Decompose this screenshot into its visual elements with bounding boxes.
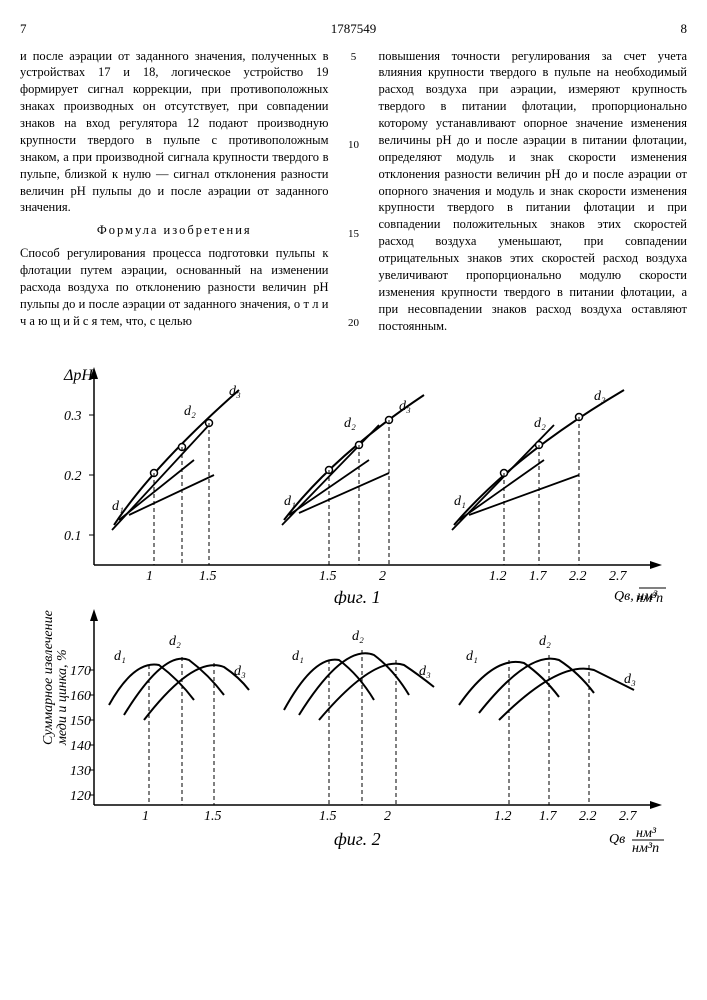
chart2-ylabel: Суммарное извлечение [41,611,56,746]
right-para-1: повышения точности регулирования за счет… [379,48,688,335]
chart2-panel-3: d₁ d₂ d₃ 1.2 1.7 2.2 2.7 Qв нм³ нм³п [459,634,664,855]
svg-text:d₃: d₃ [419,664,431,679]
svg-text:меди и цинка, %: меди и цинка, % [55,650,70,747]
svg-text:d₃: d₃ [594,389,606,404]
chart1-ytick: 0.2 [64,469,82,484]
chart1-ylabel: ΔpH [63,367,94,384]
svg-text:2.2: 2.2 [579,809,597,824]
figure-2: Суммарное извлечение меди и цинка, % 120… [20,605,687,855]
left-para-1: и после аэрации от заданного значения, п… [20,48,329,217]
svg-text:1.7: 1.7 [539,809,558,824]
svg-text:2: 2 [384,809,391,824]
svg-text:d₂: d₂ [184,404,196,419]
svg-text:d₂: d₂ [539,634,551,649]
svg-text:170: 170 [70,664,91,679]
svg-text:d₁: d₁ [466,649,478,664]
fig2-label: фиг. 2 [334,829,381,849]
svg-text:1: 1 [146,569,153,584]
svg-text:1.7: 1.7 [529,569,548,584]
svg-text:1.5: 1.5 [204,809,222,824]
patent-number: 1787549 [331,20,377,38]
svg-text:d₁: d₁ [112,499,124,514]
svg-text:d₁: d₁ [114,649,126,664]
line-number-gutter: 5 10 15 20 [347,48,361,341]
svg-text:d₂: d₂ [352,629,364,644]
svg-text:140: 140 [70,739,91,754]
svg-text:d₃: d₃ [229,384,241,399]
line-num: 20 [347,316,361,331]
left-column: и после аэрации от заданного значения, п… [20,48,329,341]
text-columns: и после аэрации от заданного значения, п… [20,48,687,341]
svg-text:2.7: 2.7 [609,569,628,584]
svg-text:d₁: d₁ [454,494,466,509]
line-num: 15 [347,227,361,242]
svg-text:d₃: d₃ [399,399,411,414]
page-header: 7 1787549 8 [20,20,687,38]
line-num: 5 [347,50,361,65]
right-column: повышения точности регулирования за счет… [379,48,688,341]
chart1-panel-3: d₁ d₂ d₃ 1.2 1.7 2.2 2.7 Qв, нм³ нм³п [452,389,666,605]
svg-text:d₂: d₂ [534,416,546,431]
page-num-left: 7 [20,20,27,38]
svg-text:1.2: 1.2 [494,809,512,824]
left-para-2: Способ регулирования процесса подготовки… [20,245,329,329]
svg-text:1.5: 1.5 [319,569,337,584]
svg-text:2: 2 [379,569,386,584]
svg-text:130: 130 [70,764,91,779]
svg-text:Qв: Qв [609,832,625,847]
svg-text:d₂: d₂ [344,416,356,431]
page-num-right: 8 [681,20,688,38]
svg-text:нм³п: нм³п [632,841,659,855]
svg-text:1.2: 1.2 [489,569,507,584]
chart2-panel-2: d₁ d₂ d₃ 1.5 2 [284,629,434,824]
fig1-label: фиг. 1 [334,587,381,605]
chart2-panel-1: d₁ d₂ d₃ 1 1.5 [109,634,249,824]
chart1-panel-1: d₁ d₂ d₃ 1 1.5 [112,384,241,584]
svg-text:150: 150 [70,714,91,729]
svg-text:2.7: 2.7 [619,809,638,824]
svg-text:d₁: d₁ [284,494,296,509]
formula-heading: Формула изобретения [20,222,329,239]
svg-text:d₃: d₃ [234,664,246,679]
svg-text:d₂: d₂ [169,634,181,649]
svg-text:нм³: нм³ [636,826,657,841]
svg-text:1: 1 [142,809,149,824]
line-num: 10 [347,138,361,153]
svg-text:d₃: d₃ [624,672,636,687]
svg-text:1.5: 1.5 [319,809,337,824]
svg-text:160: 160 [70,689,91,704]
svg-text:нм³п: нм³п [636,591,663,605]
figure-1: ΔpH 0.1 0.2 0.3 d₁ d₂ d₃ 1 1.5 [20,355,687,605]
svg-text:1.5: 1.5 [199,569,217,584]
chart1-ytick: 0.3 [64,409,82,424]
chart1-ytick: 0.1 [64,529,82,544]
svg-text:2.2: 2.2 [569,569,587,584]
svg-text:d₁: d₁ [292,649,304,664]
svg-text:120: 120 [70,789,91,804]
chart1-panel-2: d₁ d₂ d₃ 1.5 2 [282,395,424,584]
